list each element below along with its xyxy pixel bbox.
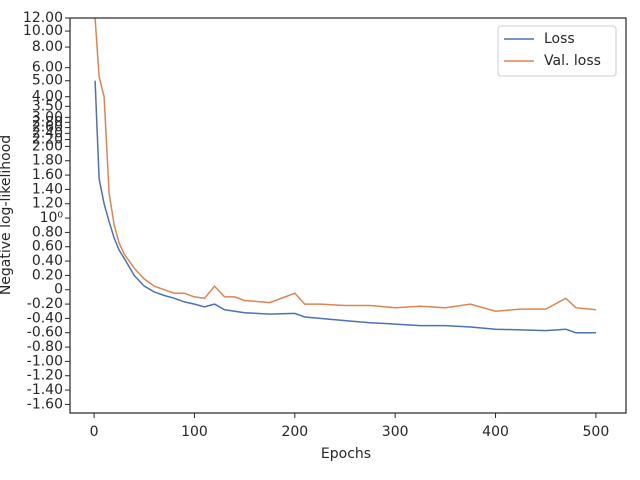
y-tick-label: 2.60 — [32, 120, 63, 136]
x-tick-label: 200 — [281, 424, 308, 440]
y-tick-label: -1.60 — [27, 396, 63, 412]
y-tick-label: 0.80 — [32, 224, 63, 240]
y-tick-label: 2.80 — [32, 114, 63, 130]
y-tick-label: 6.00 — [32, 60, 63, 76]
y-tick-label: 8.00 — [32, 39, 63, 55]
y-tick-label: 1.40 — [32, 181, 63, 197]
legend-label: Loss — [544, 31, 575, 47]
y-tick-label: 10.00 — [23, 23, 63, 39]
y-tick-label: -0.20 — [27, 296, 63, 312]
y-tick-label: -1.00 — [27, 353, 63, 369]
y-tick-label: 0 — [54, 282, 63, 298]
y-tick-label: 10⁰ — [40, 210, 64, 226]
y-tick-label: 0.20 — [32, 267, 63, 283]
y-tick-label: 12.00 — [23, 10, 63, 26]
y-tick-label: 2.20 — [32, 132, 63, 148]
y-tick-label: 5.00 — [32, 73, 63, 89]
y-axis-label: Negative log-likelihood — [0, 135, 14, 295]
x-tick-label: 100 — [181, 424, 208, 440]
y-tick-label: 3.50 — [32, 98, 63, 114]
y-tick-label: 3.00 — [32, 109, 63, 125]
x-tick-label: 500 — [583, 424, 610, 440]
y-tick-label: -0.40 — [27, 310, 63, 326]
x-axis-label: Epochs — [321, 446, 371, 462]
y-tick-label: 1.80 — [32, 153, 63, 169]
y-tick-label: -0.60 — [27, 325, 63, 341]
x-tick-label: 300 — [382, 424, 409, 440]
legend-label: Val. loss — [544, 53, 601, 69]
x-tick-label: 0 — [90, 424, 99, 440]
y-tick-label: -1.40 — [27, 382, 63, 398]
y-tick-label: -1.20 — [27, 368, 63, 384]
y-tick-label: 0.40 — [32, 253, 63, 269]
y-tick-label: 2.40 — [32, 125, 63, 141]
y-tick-label: 2.00 — [32, 138, 63, 154]
x-tick-label: 400 — [482, 424, 509, 440]
y-tick-label: 1.60 — [32, 167, 63, 183]
y-tick-label: 1.20 — [32, 196, 63, 212]
y-tick-label: 4.00 — [32, 89, 63, 105]
series-line — [94, 18, 596, 312]
y-tick-label: 0.60 — [32, 239, 63, 255]
series-line — [94, 80, 596, 334]
plot-frame — [69, 17, 627, 414]
y-tick-label: -0.80 — [27, 339, 63, 355]
